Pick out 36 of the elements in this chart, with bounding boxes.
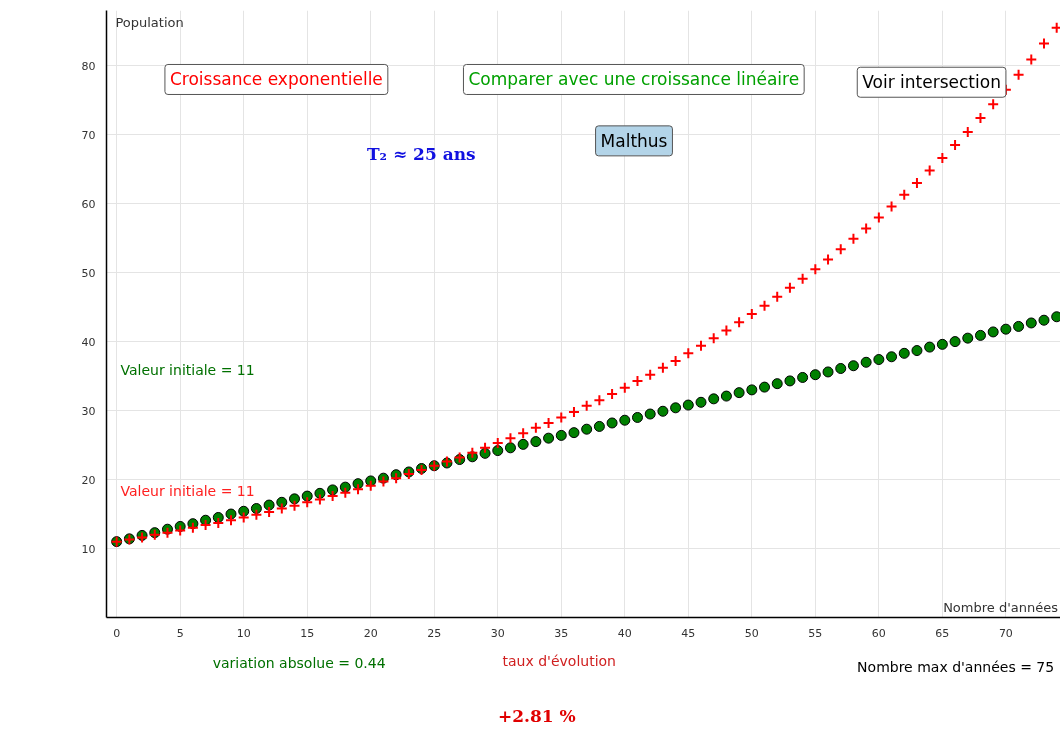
text: Nombre max d'années = 75 [857,658,1055,675]
y-tick-label: 60 [81,197,96,211]
y-tick-label: 30 [81,404,96,418]
x-tick-label: 45 [681,626,696,640]
annotation: Croissance exponentielle [169,69,383,90]
x-tick-label: 25 [427,626,442,640]
x-axis-title: Nombre d'années [943,600,1059,616]
y-tick-label: 20 [81,473,96,487]
y-tick-label: 10 [81,542,96,556]
annotation: Comparer avec une croissance linéaire [468,69,800,90]
text: variation absolue = 0.44 [212,654,386,671]
x-tick-label: 55 [808,626,823,640]
x-tick-label: 35 [554,626,569,640]
x-tick-label: 40 [617,626,632,640]
annotation: Malthus [600,130,668,151]
x-tick-label: 0 [113,626,121,640]
x-tick-label: 10 [236,626,251,640]
y-axis-title: Population [115,15,184,31]
x-tick-label: 30 [490,626,505,640]
y-tick-label: 80 [81,59,96,73]
x-tick-label: 60 [871,626,886,640]
y-tick-label: 70 [81,128,96,142]
x-tick-label: 20 [363,626,378,640]
text: taux d'évolution [502,652,616,669]
x-tick-label: 15 [300,626,315,640]
x-tick-label: 50 [744,626,759,640]
x-tick-label: 65 [935,626,950,640]
annotation: Voir intersection [862,72,1001,93]
x-tick-label: 5 [176,626,184,640]
text: +2.81 % [498,705,576,726]
annotation: T₂ ≈ 25 ans [366,143,476,164]
annotation: Valeur initiale = 11 [120,361,255,378]
y-tick-label: 40 [81,335,96,349]
annotation: Valeur initiale = 11 [120,483,255,500]
x-tick-label: 70 [998,626,1013,640]
y-tick-label: 50 [81,266,96,280]
